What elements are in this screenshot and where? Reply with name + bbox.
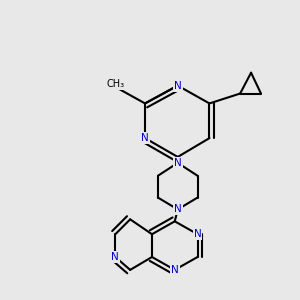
Text: N: N <box>174 158 182 168</box>
Text: N: N <box>174 204 182 214</box>
Text: N: N <box>174 81 182 91</box>
Text: CH₃: CH₃ <box>106 79 124 89</box>
Text: N: N <box>171 265 178 275</box>
Text: N: N <box>141 133 149 143</box>
Text: N: N <box>111 252 119 262</box>
Text: N: N <box>194 229 201 239</box>
